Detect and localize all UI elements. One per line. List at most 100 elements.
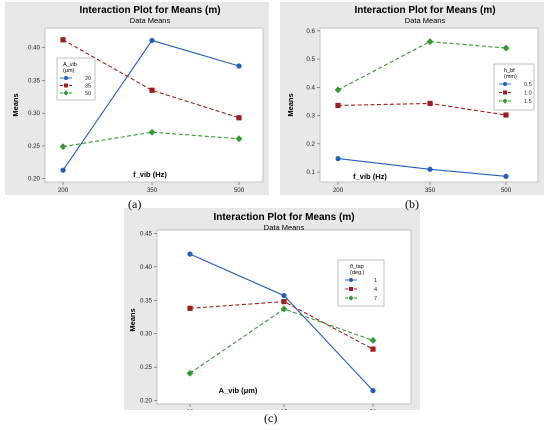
x-tick-label: 20 <box>187 409 194 410</box>
legend-box: h_bf (mm) 0.5 1.0 1.5 <box>493 63 535 111</box>
y-axis-label: Means <box>128 308 137 331</box>
legend-entries: 1 4 7 <box>345 278 377 302</box>
legend-marker-0.5 <box>503 82 507 86</box>
y-axis-label: Means <box>286 93 295 116</box>
interaction-chart-b: Interaction Plot for Means (m) Data Mean… <box>280 2 544 195</box>
x-tick-label: 50 <box>370 409 377 410</box>
y-tick-label: 0.25 <box>28 143 41 150</box>
x-axis-label: f_vib (Hz) <box>133 170 167 179</box>
chart-title: Interaction Plot for Means (m) <box>354 5 495 16</box>
legend-marker-20 <box>64 76 68 80</box>
panel-label-c: (c) <box>264 411 278 425</box>
data-point-1.5 <box>426 38 434 45</box>
data-point-7 <box>186 369 194 377</box>
x-axis-label: f_vib (Hz) <box>353 172 387 181</box>
panel-label-b: (b) <box>405 197 419 211</box>
plot-area <box>44 27 264 183</box>
chart-subtitle: Data Means <box>405 16 446 25</box>
data-point-35 <box>60 37 66 43</box>
legend-marker-7 <box>348 295 354 301</box>
data-point-35 <box>236 115 242 121</box>
legend-title-line-1: θ_tap <box>350 264 364 270</box>
y-tick-label: 0.2 <box>306 141 315 148</box>
legend-entries: 0.5 1.0 1.5 <box>499 82 532 105</box>
legend-title-line-2: (μm) <box>63 68 75 74</box>
legend-marker-50 <box>63 90 69 96</box>
y-tick-label: 0.5 <box>306 56 315 63</box>
data-point-7 <box>280 305 288 313</box>
x-tick-label: 500 <box>501 187 512 194</box>
data-point-50 <box>235 135 243 143</box>
legend-label-4: 4 <box>374 287 377 293</box>
data-point-1.0 <box>335 102 341 109</box>
chart-title: Interaction Plot for Means (m) <box>79 5 220 16</box>
data-point-1 <box>281 292 287 299</box>
y-tick-label: 0.20 <box>28 176 41 183</box>
x-tick-label: 500 <box>234 187 245 194</box>
data-point-50 <box>59 143 67 150</box>
legend-label-0.5: 0.5 <box>524 82 532 88</box>
y-axis-label: Means <box>11 93 20 116</box>
y-tick-label: 0.6 <box>306 28 315 35</box>
legend-label-1: 1 <box>374 278 377 284</box>
y-tick-label: 0.45 <box>140 230 153 237</box>
legend-title-line-2: (mm) <box>504 74 517 80</box>
legend-label-20: 20 <box>85 76 91 82</box>
chart-subtitle: Data Means <box>130 16 171 25</box>
interaction-chart-a: Interaction Plot for Means (m) Data Mean… <box>5 2 269 195</box>
x-axis-label: A_vib (μm) <box>219 386 258 395</box>
y-tick-label: 0.35 <box>28 77 41 84</box>
legend-marker-1.0 <box>503 90 507 95</box>
y-tick-label: 0.4 <box>306 84 315 91</box>
y-tick-label: 0.3 <box>306 113 315 120</box>
data-point-1 <box>187 251 193 257</box>
data-point-35 <box>149 87 155 93</box>
y-tick-label: 0.35 <box>140 297 153 304</box>
chart-subtitle: Data Means <box>264 223 305 232</box>
legend-marker-4 <box>349 287 353 291</box>
data-point-1.0 <box>427 100 433 107</box>
y-tick-label: 0.25 <box>140 364 153 371</box>
x-tick-label: 350 <box>147 187 158 194</box>
data-point-4 <box>281 299 287 305</box>
legend-label-35: 35 <box>85 84 91 90</box>
x-tick-label: 350 <box>425 187 436 194</box>
panel-label-a: (a) <box>128 197 142 211</box>
data-point-50 <box>148 128 156 136</box>
y-tick-label: 0.30 <box>140 331 153 338</box>
legend-box: θ_tap (deg.) 1 4 7 <box>337 259 385 307</box>
legend-marker-1.5 <box>502 98 508 104</box>
data-point-4 <box>187 305 193 311</box>
legend-title-line-1: A_vib <box>63 62 77 68</box>
data-point-7 <box>369 337 377 344</box>
x-tick-label: 200 <box>58 187 69 194</box>
plot-layer: 0.20 0.25 0.30 0.35 0.40 0.45 20 35 50 <box>140 230 377 410</box>
data-point-1.5 <box>334 86 342 94</box>
y-tick-label: 0.30 <box>28 110 41 117</box>
y-tick-label: 0.40 <box>28 45 41 52</box>
data-point-20 <box>236 63 242 69</box>
plot-layer: 0.20 0.25 0.30 0.35 0.40 200 350 500 <box>28 37 245 194</box>
interaction-chart-c: Interaction Plot for Means (m) Data Mean… <box>124 208 420 410</box>
data-point-0.5 <box>427 166 433 172</box>
legend-label-50: 50 <box>85 91 91 97</box>
series-line-35 <box>62 39 240 119</box>
x-tick-label: 200 <box>333 187 344 194</box>
legend-label-1.0: 1.0 <box>524 91 532 97</box>
data-point-1.0 <box>503 112 509 118</box>
data-point-0.5 <box>335 155 341 162</box>
data-point-20 <box>149 37 155 44</box>
series-line-1.5 <box>337 41 507 91</box>
data-point-1.5 <box>502 44 510 52</box>
data-point-4 <box>370 346 376 352</box>
data-point-20 <box>60 167 66 173</box>
x-tick-label: 35 <box>281 409 288 410</box>
plot-layer: 0.1 0.2 0.3 0.4 0.5 0.6 200 350 500 <box>306 28 511 194</box>
legend-label-1.5: 1.5 <box>524 99 532 105</box>
chart-title: Interaction Plot for Means (m) <box>213 212 354 223</box>
y-tick-label: 0.1 <box>306 169 315 176</box>
legend-title-line-1: h_bf <box>504 68 515 74</box>
legend-title-line-2: (deg.) <box>350 270 365 276</box>
